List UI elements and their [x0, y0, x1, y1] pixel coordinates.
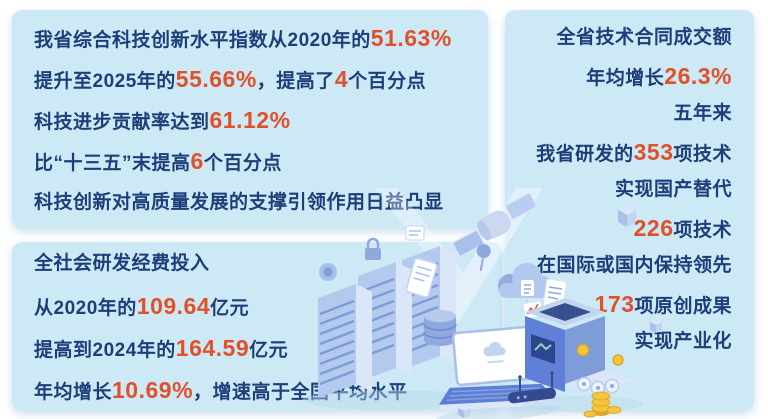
stat-line: 我省综合科技创新水平指数从2020年的51.63%	[34, 18, 488, 59]
panel-rd-investment: 全社会研发经费投入 从2020年的109.64亿元 提高到2024年的164.5…	[12, 242, 502, 410]
stat-number: 6	[190, 148, 204, 174]
stat-text: 亿元	[249, 340, 289, 361]
stat-line: 年均增长26.3%	[505, 57, 732, 95]
stat-number: 109.64	[136, 293, 211, 319]
stat-line: 科技创新对高质量发展的支撑引领作用日益凸显	[34, 182, 488, 223]
stat-line: 五年来	[505, 95, 732, 133]
stat-text: 我省研发的	[536, 144, 634, 165]
stat-line: 提高到2024年的164.59亿元	[34, 327, 502, 369]
panel-innovation-index: 我省综合科技创新水平指数从2020年的51.63% 提升至2025年的55.66…	[12, 10, 488, 228]
stat-text: 年均增长	[586, 68, 665, 89]
stat-number: 164.59	[175, 335, 250, 361]
stat-text: 年均增长	[34, 382, 113, 403]
stat-text: 个百分点	[203, 153, 282, 174]
stat-line: 实现国产替代	[505, 171, 732, 209]
stat-text: 项原创成果	[634, 296, 732, 317]
stat-line: 全省技术合同成交额	[505, 19, 732, 57]
stat-line: 比“十三五”末提高6个百分点	[34, 141, 488, 182]
stat-text: 我省综合科技创新水平指数从2020年的	[34, 30, 371, 51]
stat-number: 61.12%	[209, 107, 291, 133]
stat-text: 全省技术合同成交额	[556, 27, 732, 48]
stat-number: 173	[594, 291, 635, 317]
stat-line: 科技进步贡献率达到61.12%	[34, 100, 488, 141]
stat-number: 26.3%	[664, 63, 732, 89]
stat-text: 科技进步贡献率达到	[34, 112, 210, 133]
stat-text: 亿元	[210, 298, 250, 319]
stat-text: 个百分点	[348, 71, 427, 92]
stat-number: 10.69%	[112, 377, 194, 403]
panel-tech-contracts: 全省技术合同成交额 年均增长26.3% 五年来 我省研发的353项技术 实现国产…	[505, 10, 754, 410]
stat-text: 项技术	[673, 220, 732, 241]
stat-line: 我省研发的353项技术	[505, 133, 732, 171]
stat-line: 全社会研发经费投入	[34, 243, 502, 285]
stat-number: 226	[633, 215, 674, 241]
stat-text: 从2020年的	[34, 298, 137, 319]
stat-line: 在国际或国内保持领先	[505, 247, 732, 285]
stat-text: ，增速高于全国平均水平	[193, 382, 408, 403]
stat-text: 实现产业化	[634, 331, 732, 352]
stat-line: 从2020年的109.64亿元	[34, 285, 502, 327]
stat-number: 353	[633, 139, 674, 165]
stat-text: 实现国产替代	[614, 179, 732, 200]
stat-text: 五年来	[673, 103, 732, 124]
stat-line: 提升至2025年的55.66%，提高了4个百分点	[34, 59, 488, 100]
stat-number: 4	[334, 66, 349, 92]
stat-text: 比“十三五”末提高	[34, 153, 191, 174]
stat-number: 51.63%	[370, 25, 452, 51]
stat-text: 项技术	[673, 144, 732, 165]
stat-line: 226项技术	[505, 209, 732, 247]
stat-text: 在国际或国内保持领先	[536, 255, 732, 276]
stat-text: 提升至2025年的	[34, 71, 176, 92]
stat-number: 55.66%	[175, 66, 257, 92]
stat-text: ，提高了	[256, 71, 335, 92]
stat-text: 全社会研发经费投入	[34, 253, 210, 274]
stat-line: 173项原创成果	[505, 285, 732, 323]
document-icon	[405, 225, 425, 241]
stat-line: 实现产业化	[505, 323, 732, 361]
stat-text: 提高到2024年的	[34, 340, 176, 361]
stat-line: 年均增长10.69%，增速高于全国平均水平	[34, 369, 502, 411]
stat-text: 科技创新对高质量发展的支撑引领作用日益凸显	[34, 192, 444, 213]
